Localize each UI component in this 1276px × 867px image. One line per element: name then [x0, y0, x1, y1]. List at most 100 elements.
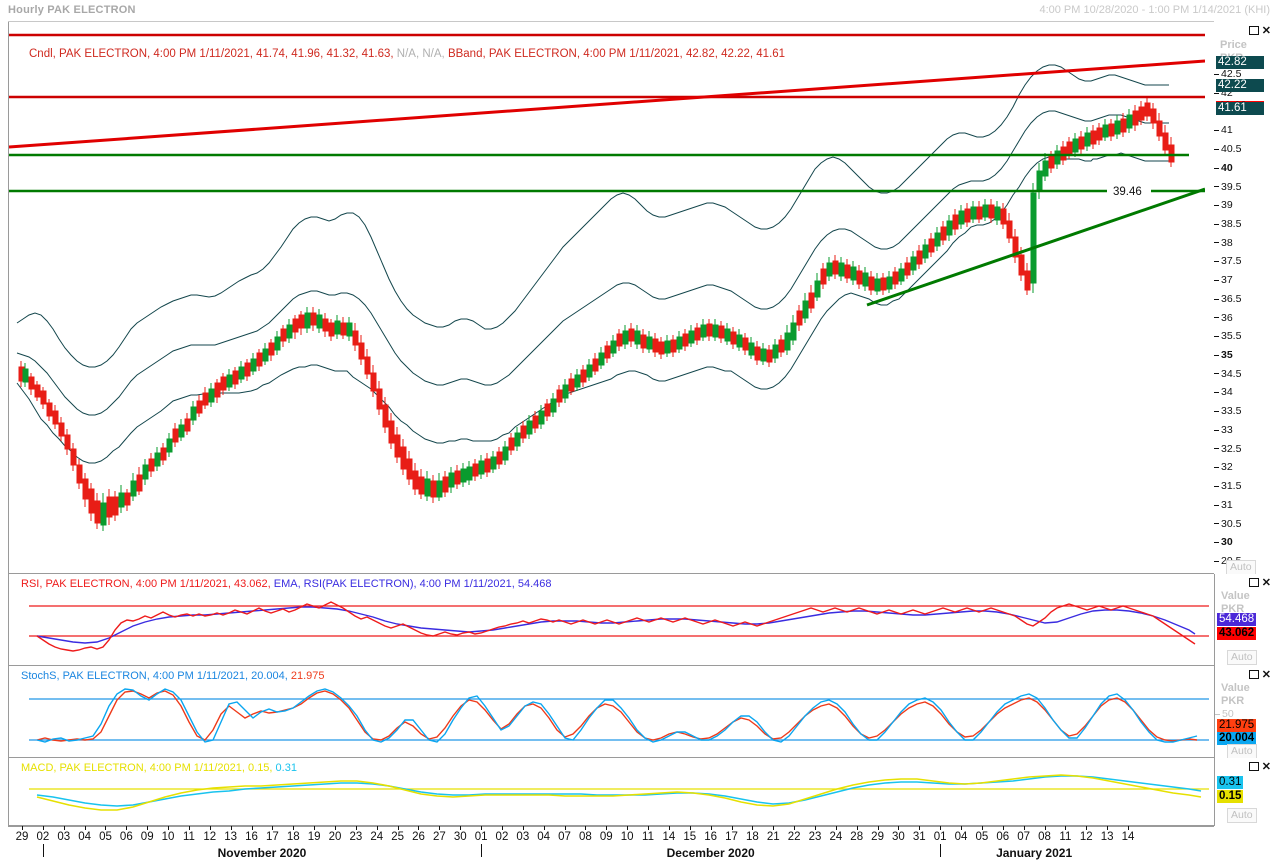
- rsi-plot-area[interactable]: [29, 590, 1209, 664]
- rsi-value-axis[interactable]: ✕ Value PKR 54.468 43.062 Auto: [1214, 574, 1276, 666]
- maximize-icon[interactable]: [1248, 26, 1259, 35]
- time-label-02: 02: [495, 831, 509, 843]
- time-label-10: 10: [620, 831, 634, 843]
- close-icon[interactable]: ✕: [1261, 761, 1273, 773]
- price-auto-button[interactable]: Auto: [1226, 560, 1256, 575]
- price-chart-pane[interactable]: Cndl, PAK ELECTRON, 4:00 PM 1/11/2021, 4…: [8, 22, 1214, 574]
- time-label-15: 15: [683, 831, 697, 843]
- price-tick-39: 39: [1214, 199, 1233, 211]
- price-tick-38-5: 38.5: [1214, 218, 1241, 230]
- price-plot-area[interactable]: 39.46: [9, 23, 1205, 573]
- month-label: January 2021: [996, 846, 1073, 860]
- time-label-04: 04: [78, 831, 91, 843]
- macd-legend[interactable]: MACD, PAK ELECTRON, 4:00 PM 1/11/2021, 0…: [21, 762, 297, 774]
- time-label-11: 11: [642, 831, 655, 843]
- stoch-value-axis[interactable]: ✕ Value PKR 50 21.975 20.004 Auto: [1214, 666, 1276, 759]
- stoch-legend[interactable]: StochS, PAK ELECTRON, 4:00 PM 1/11/2021,…: [21, 670, 325, 682]
- time-label-11: 11: [182, 831, 195, 843]
- time-label-19: 19: [307, 831, 321, 843]
- time-tick: [898, 826, 900, 830]
- time-label-10: 10: [161, 831, 175, 843]
- time-tick: [84, 826, 86, 830]
- macd-axis-controls[interactable]: ✕: [1248, 760, 1273, 773]
- time-tick: [460, 826, 462, 830]
- time-label-21: 21: [766, 831, 780, 843]
- time-tick: [230, 826, 232, 830]
- window-titlebar: Hourly PAK ELECTRON 4:00 PM 10/28/2020 -…: [0, 0, 1276, 22]
- price-legend[interactable]: Cndl, PAK ELECTRON, 4:00 PM 1/11/2021, 4…: [29, 48, 785, 60]
- price-tick-35: 35: [1214, 349, 1233, 361]
- rsi-auto-button[interactable]: Auto: [1227, 650, 1257, 665]
- close-icon[interactable]: ✕: [1261, 577, 1273, 589]
- time-tick: [418, 826, 420, 830]
- price-tick-39-5: 39.5: [1214, 181, 1241, 193]
- stoch-plot-area[interactable]: [29, 682, 1209, 756]
- trendline-upper-red: [9, 59, 1205, 149]
- macd-value-badge: 0.15: [1217, 790, 1244, 803]
- price-tick-38: 38: [1214, 237, 1233, 249]
- support-resistance-lines[interactable]: [9, 33, 1205, 193]
- maximize-icon[interactable]: [1248, 762, 1259, 771]
- rsi-ema-line: [36, 606, 1196, 644]
- trendlines[interactable]: [9, 59, 1205, 307]
- stoch-legend-main: StochS, PAK ELECTRON, 4:00 PM 1/11/2021,…: [21, 670, 291, 682]
- rsi-pane[interactable]: RSI, PAK ELECTRON, 4:00 PM 1/11/2021, 43…: [8, 574, 1214, 666]
- price-value-axis[interactable]: ✕ Price PKR 42.5424140.54039.53938.53837…: [1214, 22, 1276, 575]
- price-tick-32-5: 32.5: [1214, 443, 1241, 455]
- month-label: December 2020: [666, 846, 755, 860]
- stoch-auto-button[interactable]: Auto: [1227, 744, 1257, 759]
- macd-pane[interactable]: MACD, PAK ELECTRON, 4:00 PM 1/11/2021, 0…: [8, 758, 1214, 826]
- time-tick: [648, 826, 650, 830]
- time-tick: [126, 826, 128, 830]
- time-tick: [773, 826, 775, 830]
- rsi-axis-controls[interactable]: ✕: [1248, 576, 1273, 589]
- close-icon[interactable]: ✕: [1261, 25, 1273, 37]
- rsi-value-badge: 43.062: [1217, 627, 1257, 640]
- time-tick: [209, 826, 211, 830]
- title-divider: [8, 21, 1214, 22]
- time-axis[interactable]: 29 02 03 04 05 06 09 10 11 12 13 16 17 18 19 20 23 24 25 26…: [8, 826, 1214, 867]
- month-separator: [940, 844, 942, 857]
- stoch-axis-controls[interactable]: ✕: [1248, 668, 1273, 681]
- time-label-23: 23: [349, 831, 363, 843]
- macd-plot-area[interactable]: [29, 774, 1209, 824]
- maximize-icon[interactable]: [1248, 670, 1259, 679]
- time-label-18: 18: [745, 831, 759, 843]
- time-tick: [314, 826, 316, 830]
- time-tick: [710, 826, 712, 830]
- time-tick: [147, 826, 149, 830]
- stochastic-pane[interactable]: StochS, PAK ELECTRON, 4:00 PM 1/11/2021,…: [8, 666, 1214, 758]
- price-axis-controls[interactable]: ✕: [1248, 24, 1273, 37]
- time-tick: [293, 826, 295, 830]
- macd-signal-badge: 0.31: [1217, 776, 1244, 789]
- macd-value-axis[interactable]: ✕ 0.31 0.15 Auto: [1214, 758, 1276, 826]
- time-tick: [940, 826, 942, 830]
- stoch-d-line: [36, 690, 1198, 742]
- time-label-17: 17: [725, 831, 738, 843]
- price-tick-36-5: 36.5: [1214, 293, 1241, 305]
- rsi-legend[interactable]: RSI, PAK ELECTRON, 4:00 PM 1/11/2021, 43…: [21, 578, 552, 590]
- time-tick: [168, 826, 170, 830]
- time-tick: [439, 826, 441, 830]
- close-icon[interactable]: ✕: [1261, 669, 1273, 681]
- price-tick-37-5: 37.5: [1214, 255, 1241, 267]
- time-tick: [919, 826, 921, 830]
- time-label-23: 23: [808, 831, 822, 843]
- time-label-13: 13: [1100, 831, 1114, 843]
- time-tick: [1128, 826, 1129, 830]
- macd-auto-button[interactable]: Auto: [1227, 808, 1257, 823]
- time-tick: [961, 826, 963, 830]
- price-svg: 39.46: [9, 33, 1205, 531]
- maximize-icon[interactable]: [1248, 578, 1259, 587]
- time-tick: [606, 826, 608, 830]
- time-tick: [481, 826, 483, 830]
- price-tick-33: 33: [1214, 424, 1233, 436]
- time-tick: [731, 826, 733, 830]
- time-tick: [105, 826, 107, 830]
- time-label-16: 16: [704, 831, 718, 843]
- rsi-svg: [29, 601, 1209, 652]
- rsi-line: [36, 601, 1196, 652]
- rsi-axis-currency: PKR: [1221, 603, 1245, 615]
- price-tick-41: 41: [1214, 124, 1233, 136]
- time-label-06: 06: [996, 831, 1010, 843]
